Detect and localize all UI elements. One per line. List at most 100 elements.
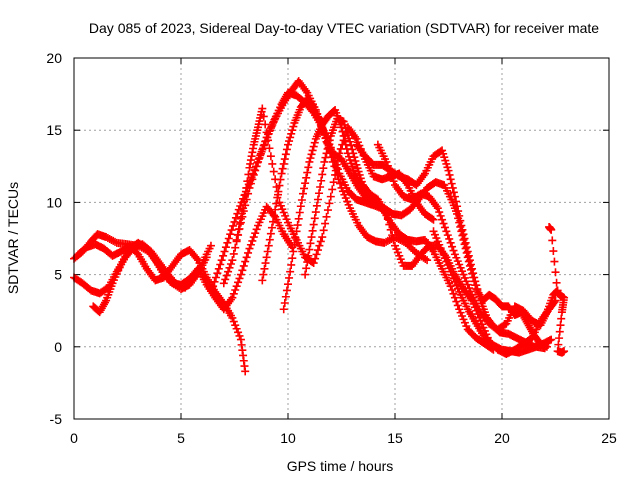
data-point [276, 175, 285, 184]
data-point [445, 170, 454, 179]
data-point [234, 278, 243, 287]
data-point [286, 267, 295, 276]
data-point [278, 205, 287, 214]
data-point [279, 208, 288, 217]
data-point [456, 263, 465, 272]
series-track-04 [89, 202, 297, 317]
data-point [423, 256, 432, 265]
data-point [336, 179, 345, 188]
series-track-08 [258, 94, 457, 285]
data-point [343, 197, 352, 206]
data-point [266, 152, 275, 161]
data-point [471, 281, 480, 290]
data-point [341, 140, 350, 149]
y-axis-title: SDTVAR / TECUs [5, 182, 21, 294]
data-point [239, 261, 248, 270]
data-point [342, 127, 351, 136]
data-point [549, 247, 558, 256]
data-point [265, 144, 274, 153]
data-point [259, 141, 268, 150]
data-point [228, 256, 237, 265]
data-point [266, 229, 275, 238]
data-point [307, 233, 316, 242]
data-point [286, 133, 295, 142]
data-point [469, 273, 478, 282]
data-point [332, 163, 341, 172]
data-point [321, 134, 330, 143]
data-point [357, 177, 366, 186]
y-axis-ticks: -5 0 5 10 15 20 [46, 50, 609, 427]
data-point [557, 308, 566, 317]
data-point [429, 215, 438, 224]
data-point [438, 215, 447, 224]
data-point [303, 258, 312, 267]
data-point [279, 159, 288, 168]
data-point [235, 274, 244, 283]
data-point [313, 246, 322, 255]
y-tick-label: 20 [46, 50, 62, 66]
data-point [235, 220, 244, 229]
data-point [236, 270, 245, 279]
data-point [284, 280, 292, 289]
data-point [219, 279, 228, 288]
data-point [457, 227, 466, 236]
data-point [429, 227, 438, 236]
data-point [383, 215, 392, 224]
data-point [348, 162, 357, 171]
plot-frame [73, 57, 610, 420]
data-point [322, 149, 331, 158]
data-point [443, 231, 452, 240]
data-point [285, 137, 294, 146]
data-point [458, 267, 467, 276]
data-point [304, 163, 313, 172]
data-point [350, 153, 359, 162]
data-point [256, 149, 265, 158]
data-point [285, 273, 294, 282]
data-point [316, 182, 325, 191]
data-point [230, 217, 239, 226]
data-point [310, 138, 319, 147]
data-point [288, 254, 297, 263]
data-point [465, 261, 474, 270]
data-point [258, 145, 267, 154]
data-point [455, 260, 464, 269]
data-point [240, 197, 249, 206]
data-point [310, 214, 319, 223]
data-point [304, 251, 313, 260]
data-point [339, 117, 348, 126]
data-point [297, 195, 306, 204]
data-point [349, 166, 358, 175]
data-point [331, 170, 340, 179]
data-point [241, 190, 250, 199]
y-tick-label: -5 [50, 411, 63, 427]
data-point [459, 270, 468, 279]
data-point [347, 159, 356, 168]
data-point [448, 183, 457, 192]
data-point [455, 305, 464, 314]
data-point [273, 193, 282, 202]
data-point [263, 247, 272, 256]
data-point [542, 342, 551, 351]
data-point [258, 212, 267, 221]
data-point [318, 233, 327, 242]
data-point [323, 144, 332, 153]
data-point [241, 367, 250, 376]
data-point [300, 184, 309, 193]
data-point [242, 253, 251, 262]
data-point [311, 254, 320, 263]
data-point [554, 340, 563, 349]
data-point [284, 140, 292, 149]
data-point [341, 194, 350, 203]
data-point [459, 235, 468, 244]
data-point [254, 157, 263, 166]
data-point [290, 240, 299, 249]
data-point [292, 227, 301, 236]
data-point [550, 257, 559, 266]
data-point [281, 292, 290, 301]
data-point [232, 282, 241, 291]
data-point [259, 112, 268, 121]
y-tick-label: 0 [54, 339, 62, 355]
data-point [226, 230, 235, 239]
data-point [440, 153, 449, 162]
